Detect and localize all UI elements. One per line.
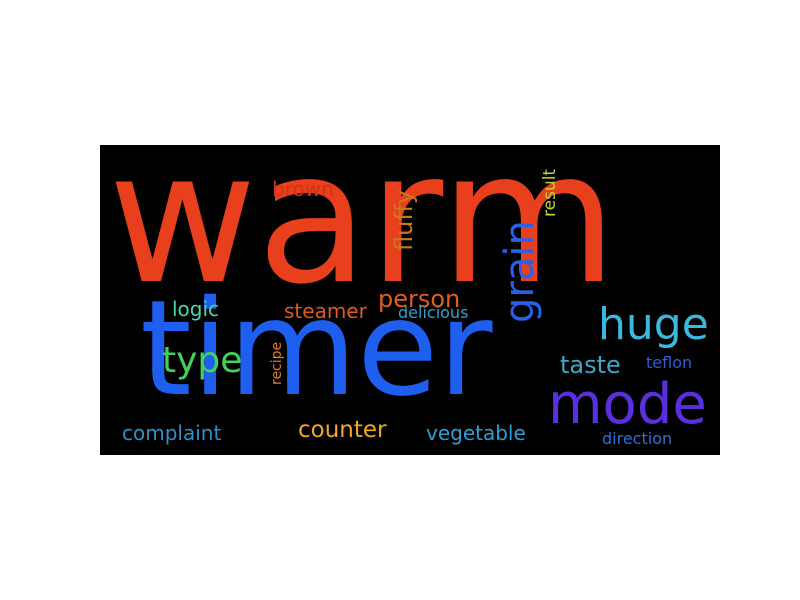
- word-vegetable: vegetable: [426, 421, 526, 445]
- word-recipe: recipe: [269, 341, 285, 385]
- word-steamer: steamer: [284, 299, 367, 323]
- word-mode: mode: [548, 372, 707, 437]
- word-huge: huge: [598, 299, 709, 350]
- word-result: result: [540, 168, 560, 217]
- word-counter: counter: [298, 417, 387, 443]
- word-direction: direction: [602, 429, 673, 448]
- word-person: person: [378, 285, 461, 313]
- word-teflon: teflon: [646, 353, 693, 372]
- word-logic: logic: [172, 297, 220, 321]
- word-taste: taste: [560, 351, 621, 379]
- word-timer: timer: [140, 272, 493, 426]
- word-type: type: [162, 340, 243, 381]
- word-grain: grain: [497, 220, 543, 323]
- word-complaint: complaint: [122, 421, 222, 445]
- word-cloud: warm timer mode huge grain type person f…: [100, 145, 720, 455]
- word-delicious: delicious: [398, 303, 469, 322]
- word-brown: brown: [272, 177, 334, 201]
- word-fluffy: fluffy: [390, 189, 418, 251]
- word-warm: warm: [108, 145, 618, 324]
